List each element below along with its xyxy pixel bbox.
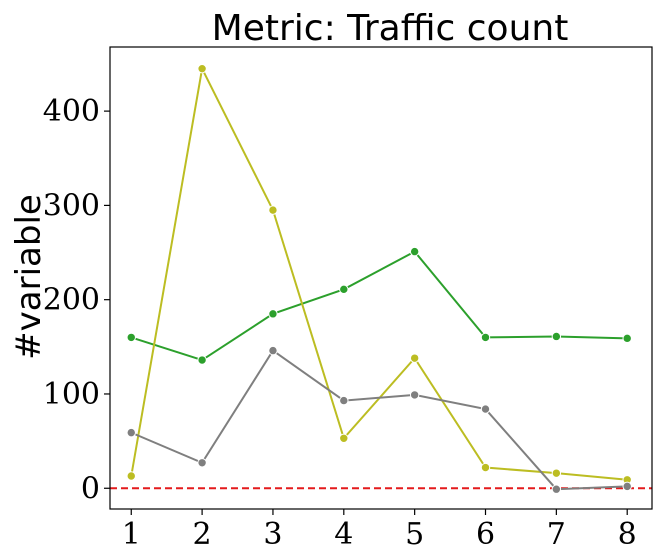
data-point-s0-4 xyxy=(409,246,420,257)
data-point-s0-3 xyxy=(339,284,349,295)
data-point-s2-2 xyxy=(268,345,278,356)
x-tick-label: 1 xyxy=(122,517,141,552)
data-point-s1-5 xyxy=(480,462,491,473)
data-point-s0-1 xyxy=(197,355,207,365)
x-tick-label: 2 xyxy=(193,517,212,552)
data-point-s1-0 xyxy=(126,471,136,481)
data-point-s2-1 xyxy=(197,458,207,468)
series-line-2 xyxy=(130,349,628,491)
data-point-s2-7 xyxy=(622,481,632,492)
data-point-s2-5 xyxy=(480,404,491,414)
x-tick-label: 8 xyxy=(618,517,637,552)
y-tick-label: 0 xyxy=(81,471,100,506)
data-point-s2-0 xyxy=(126,427,136,438)
y-tick-label: 300 xyxy=(43,188,100,223)
data-point-s1-4 xyxy=(409,353,420,363)
data-point-s0-6 xyxy=(551,331,562,342)
data-point-s2-6 xyxy=(551,484,562,494)
x-tick-label: 7 xyxy=(547,517,566,552)
data-point-s0-5 xyxy=(480,332,491,343)
series-line-1 xyxy=(130,65,628,481)
x-tick-label: 5 xyxy=(405,517,424,552)
data-point-s2-3 xyxy=(339,395,349,406)
chart-title: Metric: Traffic count xyxy=(212,8,569,49)
data-point-s0-7 xyxy=(622,333,632,344)
y-tick-label: 400 xyxy=(43,94,100,129)
data-point-s1-2 xyxy=(268,205,278,215)
data-point-s1-6 xyxy=(551,468,562,478)
x-tick-label: 4 xyxy=(334,517,353,552)
data-point-s1-3 xyxy=(339,433,349,443)
data-point-s1-1 xyxy=(197,63,207,74)
plot-area xyxy=(110,63,652,494)
data-point-s0-0 xyxy=(126,332,136,343)
plot-frame xyxy=(109,46,653,510)
x-tick-label: 3 xyxy=(263,517,282,552)
y-tick-label: 100 xyxy=(43,377,100,412)
data-point-s2-4 xyxy=(409,390,420,400)
series-line-0 xyxy=(130,250,628,362)
y-tick-label: 200 xyxy=(43,283,100,318)
data-point-s0-2 xyxy=(268,309,278,319)
y-axis-label: #variable xyxy=(9,194,49,360)
x-tick-label: 6 xyxy=(476,517,495,552)
